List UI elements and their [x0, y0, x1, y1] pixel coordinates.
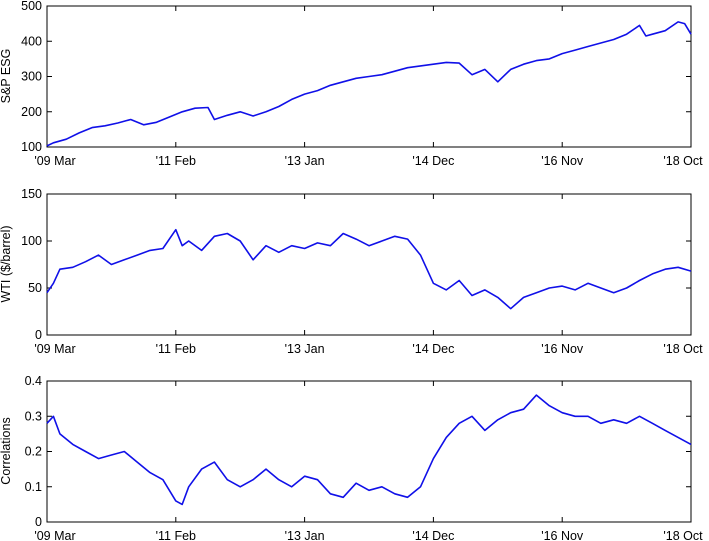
panel-sp-esg: 100 200 300 400 500 '09 Mar '11 Feb '13 Jan '14…	[0, 0, 703, 168]
y-tick-label: 50	[28, 281, 42, 295]
y-axis-ticks: 100 200 300 400 500	[21, 0, 691, 154]
y-tick-label: 0	[35, 515, 42, 529]
x-tick-label: '18 Oct	[663, 342, 703, 356]
y-tick-label: 0.2	[25, 445, 42, 459]
plot-frame	[46, 193, 692, 336]
y-tick-label: 0.3	[25, 409, 42, 423]
x-tick-label: '13 Jan	[285, 529, 325, 541]
x-tick-label: '14 Dec	[412, 154, 454, 168]
x-tick-label: '16 Nov	[541, 342, 584, 356]
y-axis-ticks: 0 0.1 0.2 0.3 0.4	[25, 374, 691, 529]
y-tick-label: 0.4	[25, 374, 42, 388]
x-axis-ticks: '09 Mar '11 Feb '13 Jan '14 Dec '16 Nov '18 O…	[34, 194, 703, 356]
x-tick-label: '18 Oct	[663, 529, 703, 541]
y-tick-label: 200	[21, 105, 42, 119]
x-tick-label: '14 Dec	[412, 342, 454, 356]
y-axis-ticks: 0 50 100 150	[21, 187, 691, 342]
x-tick-label: '13 Jan	[285, 154, 325, 168]
correlations-line	[46, 394, 692, 506]
y-tick-label: 0.1	[25, 480, 42, 494]
y-tick-label: 500	[21, 0, 42, 13]
y-tick-label: 0	[35, 328, 42, 342]
x-tick-label: '11 Feb	[156, 529, 196, 541]
y-tick-label: 400	[21, 34, 42, 48]
x-tick-label: '14 Dec	[412, 529, 454, 541]
y-axis-label: Correlations	[0, 417, 13, 484]
y-tick-label: 100	[21, 234, 42, 248]
panel-correlations: 0 0.1 0.2 0.3 0.4 '09 Mar '11 Feb '13 Jan '14 D…	[0, 374, 703, 541]
x-tick-label: '16 Nov	[541, 154, 584, 168]
y-axis-label: WTI ($/barrel)	[0, 225, 13, 302]
wti-line	[46, 228, 692, 310]
x-tick-label: '11 Feb	[156, 342, 196, 356]
sp-esg-line	[46, 21, 692, 147]
x-tick-label: '09 Mar	[34, 154, 75, 168]
x-axis-ticks: '09 Mar '11 Feb '13 Jan '14 Dec '16 Nov '18 O…	[34, 381, 703, 541]
x-tick-label: '16 Nov	[541, 529, 584, 541]
plot-frame	[46, 380, 692, 523]
y-axis-label: S&P ESG	[0, 49, 13, 104]
y-tick-label: 300	[21, 70, 42, 84]
y-tick-label: 100	[21, 140, 42, 154]
x-tick-label: '09 Mar	[34, 529, 75, 541]
x-tick-label: '18 Oct	[663, 154, 703, 168]
x-tick-label: '13 Jan	[285, 342, 325, 356]
y-tick-label: 150	[21, 187, 42, 201]
panel-wti: 0 50 100 150 '09 Mar '11 Feb '13 Jan '14 Dec '1…	[0, 187, 703, 356]
x-tick-label: '09 Mar	[34, 342, 75, 356]
x-axis-ticks: '09 Mar '11 Feb '13 Jan '14 Dec '16 Nov '18 O…	[34, 6, 703, 168]
x-tick-label: '11 Feb	[156, 154, 196, 168]
